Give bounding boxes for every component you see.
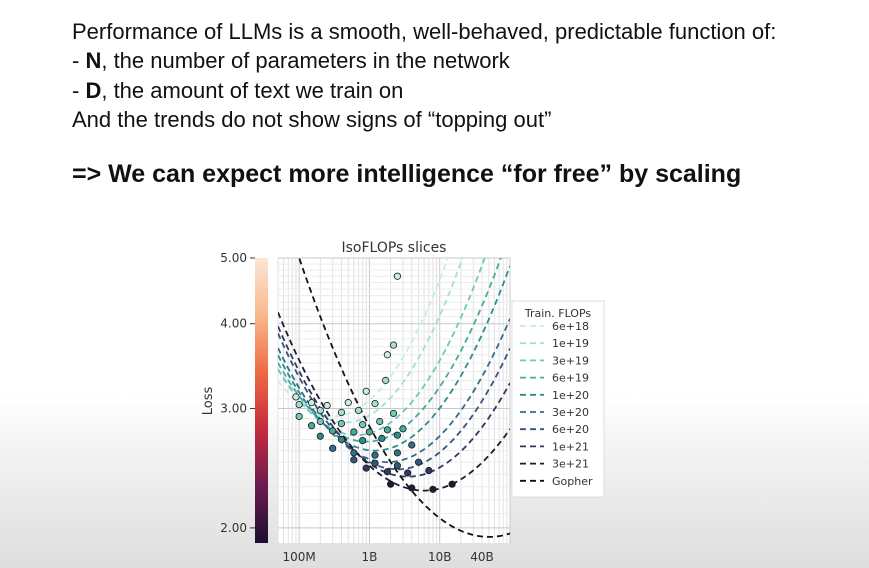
data-point: [376, 417, 384, 426]
series-curve-6e+20: [278, 332, 510, 471]
data-point: [393, 462, 402, 470]
y-tick-label: 4.00: [220, 317, 247, 331]
data-point: [448, 480, 456, 488]
data-point: [365, 428, 374, 436]
legend-title: Train. FLOPs: [524, 307, 592, 320]
series-curve-3e+21: [278, 311, 510, 492]
data-point: [323, 401, 331, 410]
data-point: [337, 419, 346, 428]
series-curve-1e+21: [278, 325, 510, 478]
data-point: [359, 421, 367, 429]
data-point: [329, 427, 337, 435]
series-curve-Gopher: [298, 258, 510, 538]
legend-label: 3e+19: [552, 354, 589, 367]
bullet-term-n: N: [85, 48, 102, 73]
headline: => We can expect more intelligence “for …: [72, 160, 742, 188]
data-point: [350, 428, 358, 436]
data-point: [316, 417, 324, 426]
intro-text: Performance of LLMs is a smooth, well-be…: [72, 19, 777, 44]
data-point: [382, 376, 390, 384]
legend-box: [511, 300, 605, 498]
data-point: [399, 425, 407, 433]
legend-label: 1e+20: [552, 389, 589, 402]
data-point: [371, 399, 379, 408]
series-curve-3e+20: [278, 318, 510, 464]
bullet-parameters: - N, the number of parameters in the net…: [72, 48, 510, 74]
bullet-description: , the number of parameters in the networ…: [101, 48, 510, 73]
y-tick-label: 2.00: [220, 521, 247, 535]
series-curve-6e+18: [278, 258, 449, 418]
colorbar: [255, 258, 268, 543]
series-curve-1e+20: [278, 265, 510, 452]
data-point: [414, 458, 423, 466]
chart-title: IsoFLOPs slices: [342, 240, 447, 256]
data-point: [386, 480, 395, 488]
y-tick-label: 5.00: [220, 251, 247, 265]
data-point: [425, 466, 433, 475]
legend-label: Gopher: [552, 475, 593, 488]
data-point: [393, 449, 402, 457]
data-point: [354, 406, 363, 415]
data-point: [307, 422, 316, 430]
x-ticks: 100M 1B 10B 40B: [283, 550, 494, 564]
legend-label: 1e+21: [552, 440, 589, 453]
data-point: [404, 469, 412, 477]
series-curve-6e+19: [278, 258, 502, 443]
data-point: [295, 400, 303, 409]
data-point: [316, 406, 324, 415]
data-point: [378, 434, 386, 443]
data-point: [359, 436, 367, 445]
bullet-description: , the amount of text we train on: [101, 78, 404, 103]
data-point: [362, 464, 370, 472]
data-point: [371, 459, 379, 467]
bullet-term-d: D: [85, 78, 102, 103]
data-point: [316, 432, 324, 440]
data-point: [371, 451, 379, 459]
y-tick-label: 3.00: [220, 401, 247, 415]
x-tick-label: 100M: [283, 550, 316, 564]
legend-label: 1e+19: [552, 337, 589, 350]
x-tick-label: 10B: [428, 550, 452, 564]
data-point: [344, 399, 352, 407]
legend-label: 6e+19: [552, 372, 589, 385]
legend: Train. FLOPs 6e+18 1e+19 3e+19 6e+19 1e+20 3e…: [511, 300, 605, 498]
series-curve-3e+19: [278, 258, 486, 437]
data-point: [362, 387, 370, 395]
y-axis-label: Loss: [201, 387, 216, 416]
data-point: [383, 468, 391, 476]
legend-label: 3e+21: [552, 458, 589, 471]
plot-background: [278, 258, 510, 543]
y-ticks: 5.00 4.00 3.00 2.00: [220, 251, 255, 535]
legend-label: 6e+20: [552, 423, 589, 436]
data-point: [393, 431, 402, 439]
x-tick-label: 1B: [362, 550, 378, 564]
legend-label: 3e+20: [552, 406, 589, 419]
data-point: [393, 272, 402, 280]
series-curves: [278, 258, 510, 538]
data-point: [307, 399, 316, 407]
data-point: [329, 444, 337, 452]
bullet-dash: -: [72, 48, 86, 73]
data-point: [337, 435, 346, 444]
data-point: [408, 441, 416, 449]
data-point: [295, 412, 303, 421]
data-point: [350, 449, 358, 457]
data-point: [350, 456, 358, 464]
data-point: [389, 341, 398, 349]
legend-label: 6e+18: [552, 320, 589, 333]
data-point: [383, 351, 391, 359]
trend-text: And the trends do not show signs of “top…: [72, 107, 552, 132]
data-points: [292, 272, 456, 493]
data-point: [383, 426, 391, 434]
data-point: [389, 409, 398, 418]
data-point: [292, 393, 300, 401]
data-point: [408, 484, 416, 492]
bullet-dash: -: [72, 78, 86, 103]
x-tick-label: 40B: [470, 550, 494, 564]
data-point: [429, 485, 437, 493]
bullet-data: - D, the amount of text we train on: [72, 78, 403, 104]
data-point: [337, 408, 346, 417]
